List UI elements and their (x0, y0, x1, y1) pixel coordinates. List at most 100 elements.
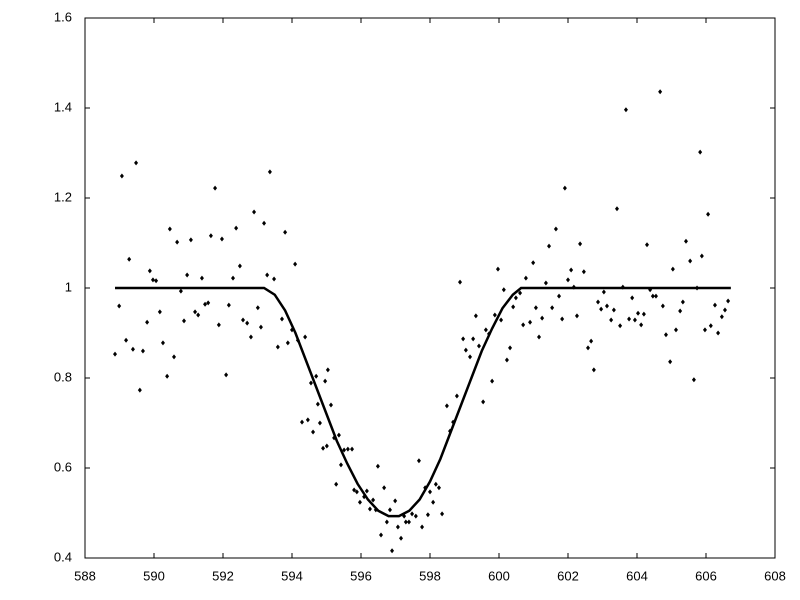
data-point (495, 266, 500, 272)
data-point (134, 160, 139, 166)
data-point (321, 445, 326, 451)
data-point (367, 506, 372, 512)
data-point (627, 316, 632, 322)
data-point (523, 275, 528, 281)
data-point (431, 499, 436, 505)
data-point (454, 393, 459, 399)
data-point (699, 253, 704, 259)
data-point (178, 288, 183, 294)
y-tick-label: 0.4 (54, 549, 72, 564)
data-point (314, 373, 319, 379)
data-point (653, 293, 658, 299)
data-point (473, 313, 478, 319)
data-point (440, 511, 445, 517)
data-point (384, 519, 389, 525)
data-point (680, 299, 685, 305)
data-point (589, 338, 594, 344)
data-point (601, 289, 606, 295)
data-point (560, 316, 565, 322)
data-point (533, 305, 538, 311)
data-point (338, 462, 343, 468)
data-point (691, 377, 696, 383)
data-point (245, 320, 250, 326)
data-point (364, 488, 369, 494)
data-point (673, 327, 678, 333)
data-point (182, 318, 187, 324)
data-point (537, 334, 542, 340)
data-point (305, 417, 310, 423)
data-point (317, 420, 322, 426)
data-point (258, 324, 263, 330)
data-point (668, 359, 673, 365)
data-point (416, 458, 421, 464)
data-point (566, 277, 570, 283)
data-point (663, 332, 668, 338)
data-point (574, 313, 579, 319)
data-point (124, 337, 129, 343)
data-point (499, 317, 504, 323)
y-tick-label: 1.2 (54, 189, 72, 204)
data-point (267, 169, 272, 175)
data-point (188, 237, 193, 243)
data-point (279, 316, 284, 322)
data-point (658, 89, 663, 95)
data-point (154, 278, 159, 284)
data-point (639, 322, 644, 328)
data-point (350, 446, 355, 452)
data-point (632, 317, 637, 323)
x-tick-label: 592 (212, 568, 234, 583)
x-tick-label: 606 (695, 568, 717, 583)
data-point (147, 268, 152, 274)
x-tick-label: 588 (74, 568, 96, 583)
data-point (234, 225, 239, 231)
data-point (315, 401, 320, 407)
data-point (660, 303, 665, 309)
data-point (483, 327, 488, 333)
data-point (609, 317, 614, 323)
data-point (547, 243, 552, 249)
data-point (531, 260, 536, 266)
data-point (636, 310, 641, 316)
data-point (528, 319, 533, 325)
data-point (248, 334, 253, 340)
data-point (706, 211, 711, 217)
data-point (324, 443, 329, 449)
data-point (591, 367, 596, 373)
data-point (722, 307, 727, 313)
data-point (586, 345, 591, 351)
data-point (670, 266, 675, 272)
data-point (716, 330, 721, 336)
data-point (119, 173, 124, 179)
data-point (444, 403, 449, 409)
data-point (490, 378, 495, 384)
data-point (328, 402, 333, 408)
data-point (382, 485, 387, 491)
data-point (461, 336, 466, 342)
data-point (403, 519, 408, 525)
data-point (390, 548, 395, 554)
data-point (463, 347, 468, 353)
data-point (410, 511, 415, 517)
data-point (708, 323, 713, 329)
data-point (518, 290, 523, 296)
data-point (630, 295, 635, 301)
data-point (283, 229, 288, 235)
data-point (513, 295, 518, 301)
data-point (354, 489, 359, 495)
data-point (726, 298, 731, 304)
data-point (596, 299, 601, 305)
data-point (371, 497, 376, 503)
data-point (436, 485, 441, 491)
data-point (521, 322, 526, 328)
data-point (511, 304, 516, 310)
data-point (645, 242, 650, 248)
data-point (604, 303, 609, 309)
x-tick-label: 596 (350, 568, 372, 583)
data-point (224, 372, 229, 378)
data-point (492, 312, 497, 318)
data-point (413, 513, 418, 519)
data-point (323, 378, 328, 384)
data-point (557, 293, 562, 299)
y-tick-label: 0.8 (54, 369, 72, 384)
x-tick-label: 608 (764, 568, 786, 583)
